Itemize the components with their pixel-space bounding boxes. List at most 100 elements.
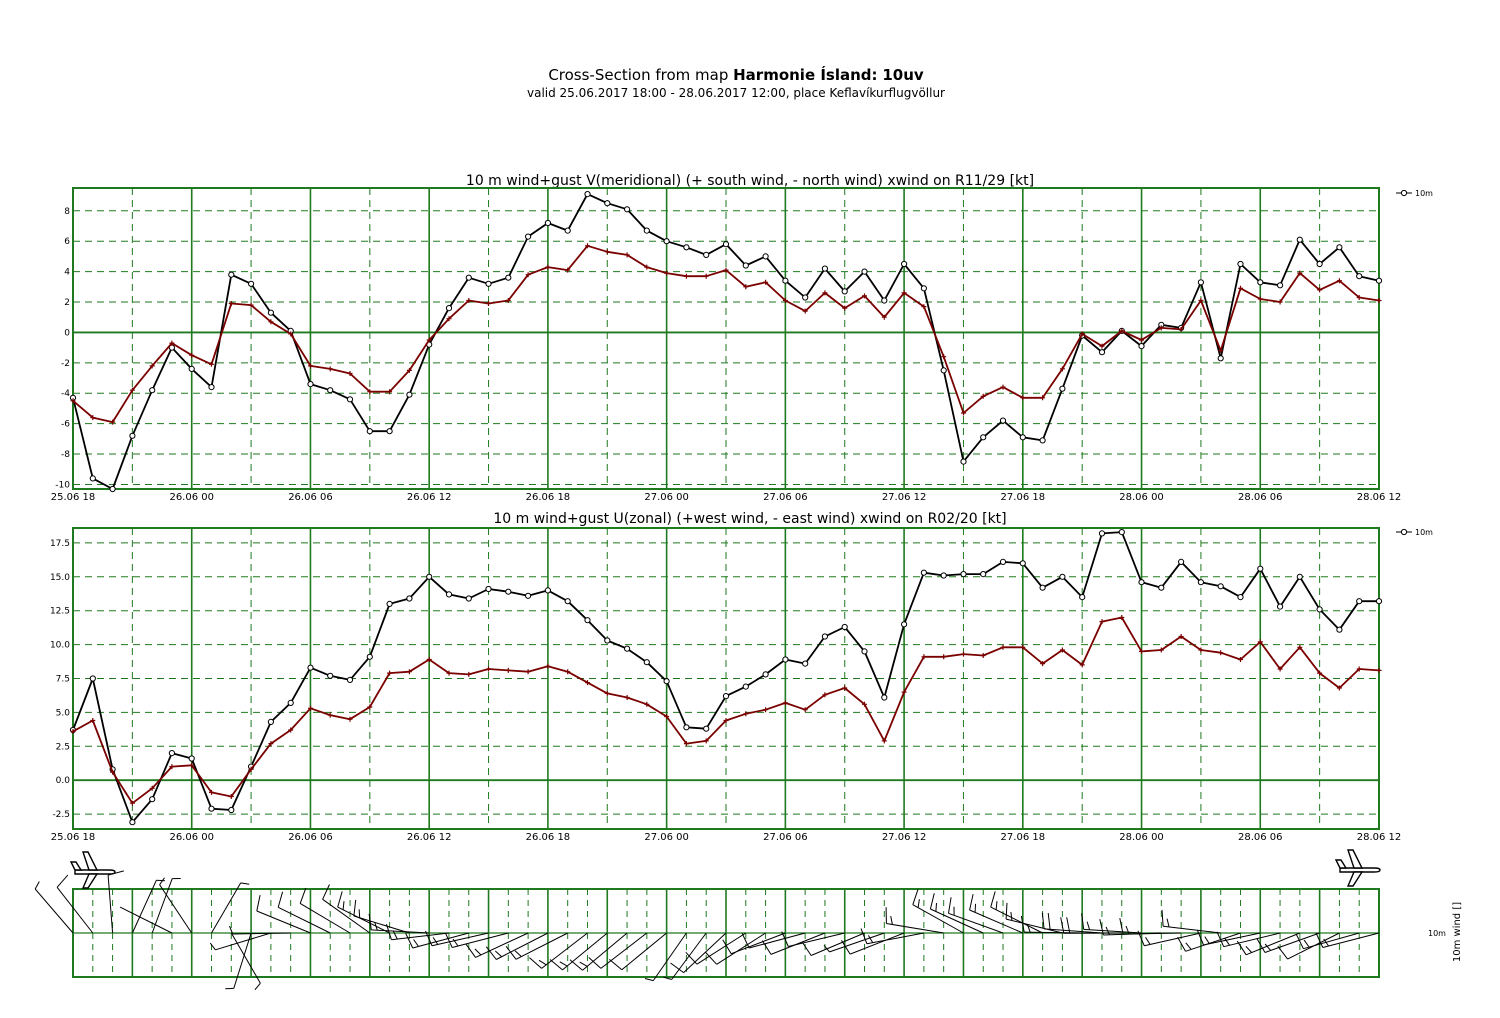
gust-point [941,654,947,660]
mean-wind-point [208,805,215,812]
mean-wind-point [841,623,848,631]
gust-point [426,657,432,662]
y-tick-label: 15.0 [50,573,70,583]
mean-wind-point [1257,565,1264,572]
wind-barb-staff [215,932,272,951]
y-tick-label: -6 [61,420,70,430]
mean-wind-point [525,233,532,240]
mean-wind-point [1019,560,1026,567]
wind-barb-half [1204,936,1210,945]
y-tick-label: 10.0 [50,641,70,651]
wind-barb-staff [948,912,1004,934]
mean-wind-point [465,274,472,281]
wind-barb-staff [1203,932,1261,946]
mean-wind-point [366,428,373,435]
mean-wind-point [999,417,1007,424]
mean-wind-point [604,637,611,644]
gust-point [387,389,393,395]
wind-barb-full [1041,912,1045,929]
x-tick-label: 27.06 00 [644,832,689,843]
wind-barb-staff [562,932,608,971]
mean-wind-point [861,268,868,275]
wind-barb-staff [1223,932,1281,948]
mean-wind-point [841,288,848,295]
gust-point [110,769,116,775]
gust-point [1238,657,1243,662]
wind-barb-staff [1044,928,1103,934]
mean-wind-point [1336,626,1343,633]
mean-wind-point [366,653,373,660]
wind-barb-full [1099,919,1104,936]
gust-point [308,363,313,369]
wind-barb-full [685,951,698,965]
x-tick-label: 28.06 06 [1238,832,1283,843]
wind-barb-full [386,924,392,940]
mean-wind-point [129,432,136,439]
mean-wind-point [920,285,928,292]
gust-point [1119,328,1125,334]
wind-barb-full [1177,936,1186,952]
mean-wind-point [1296,573,1303,580]
gust-point [1336,685,1342,691]
meridional-x-ticks: 25.06 18 26.06 00 26.06 06 26.06 12 26.06 18… [51,492,1402,503]
mean-wind-point [1138,579,1145,586]
wind-barb-staff [969,909,1023,934]
wind-barb-full [1161,909,1164,927]
gust-point [486,301,491,306]
wind-barb-full [1256,938,1266,953]
mean-wind-point [742,262,749,269]
title-model: Harmonie Ísland: [733,66,878,84]
wind-barb-full [1137,930,1145,946]
mean-wind-point [287,699,294,707]
wind-barb-half [1303,939,1310,948]
legend-marker [1400,189,1408,197]
mean-wind-point [89,475,96,482]
wind-barb-full [485,946,497,960]
airplane-icon-right [1334,849,1381,887]
mean-wind-point [1257,279,1264,286]
gust-point [1257,639,1263,645]
wind-barb-full [1216,931,1225,947]
mean-wind-point [1059,573,1066,580]
mean-wind-point [445,591,453,598]
gust-point [585,680,590,686]
wind-barb-staff [230,932,261,984]
mean-wind-point [505,588,512,595]
wind-barb-staff [1264,932,1320,953]
mean-wind-point [960,458,967,465]
wind-barb-staff [621,932,667,971]
wind-barb-half [392,931,398,940]
y-tick-label: 4 [64,268,70,278]
mean-wind-point [1197,579,1205,586]
title-param: 10uv [882,66,924,84]
mean-wind-point [1059,385,1066,392]
wind-barb-full [337,891,343,908]
wind-barb-full [841,940,851,955]
wind-barb-staff [232,932,291,935]
wind-barb-half [823,944,830,953]
wind-barb-staff [151,878,173,934]
gust-point [110,419,116,425]
wind-barb-staff [652,932,687,981]
meridional-series [69,191,1383,493]
wind-barb-staff [1303,932,1360,950]
wind-barb-full [1236,940,1247,956]
gust-point [1079,662,1085,668]
wind-barb-staff [159,884,193,934]
mean-wind-point [683,244,690,251]
gust-point [248,766,254,772]
gust-point [1198,647,1204,653]
mean-wind-point [465,595,472,602]
mean-wind-point [168,750,175,757]
wind-barb-half [1026,924,1031,933]
gust-point [763,279,769,285]
wind-barb-full [969,894,974,911]
mean-wind-point [1237,594,1244,601]
mean-wind-point [881,694,888,701]
gust-point [1317,287,1323,293]
title-prefix: Cross-Section from map [548,66,729,84]
wind-barb-staff [119,906,173,934]
wind-barb-half [209,942,216,951]
mean-wind-point [861,648,868,655]
gust-point [723,718,729,723]
